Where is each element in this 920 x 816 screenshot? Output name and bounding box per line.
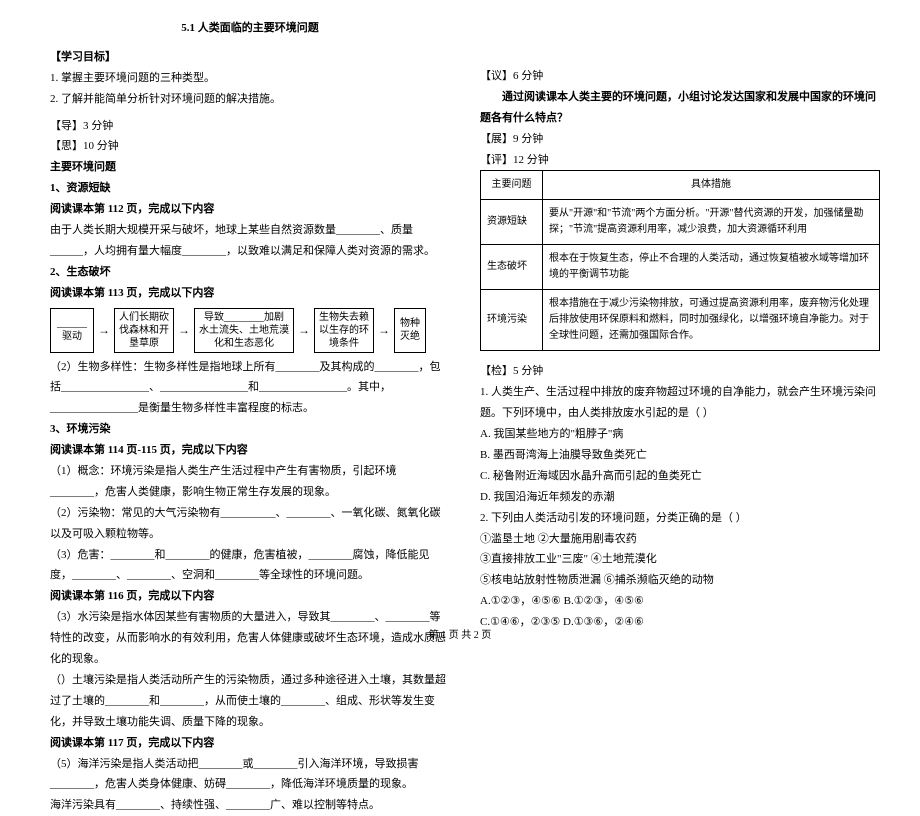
flow-b4c: 境条件 bbox=[319, 337, 369, 350]
q1: 1. 人类生产、生活过程中排放的废弃物超过环境的自净能力，就会产生环境污染问题。… bbox=[480, 382, 880, 424]
flow-b5b: 灭绝 bbox=[399, 330, 421, 343]
q1c: C. 秘鲁附近海域因水晶升高而引起的鱼类死亡 bbox=[480, 466, 880, 487]
flow-box-3: 导致________加剧 水土流失、土地荒漠 化和生态恶化 bbox=[194, 308, 294, 353]
right-column: 【议】6 分钟 通过阅读课本人类主要的环境问题，小组讨论发达国家和发展中国家的环… bbox=[480, 18, 880, 816]
flow-b2c: 垦草原 bbox=[119, 337, 169, 350]
s1-read: 阅读课本第 112 页，完成以下内容 bbox=[50, 199, 450, 220]
s5-read: 阅读课本第 117 页，完成以下内容 bbox=[50, 733, 450, 754]
doc-title: 5.1 人类面临的主要环境问题 bbox=[50, 18, 450, 39]
flow-box-1: ______ 驱动 bbox=[50, 308, 94, 353]
left-column: 5.1 人类面临的主要环境问题 【学习目标】 1. 掌握主要环境问题的三种类型。… bbox=[50, 18, 450, 816]
q1b: B. 墨西哥湾海上油膜导致鱼类死亡 bbox=[480, 445, 880, 466]
flow-b2a: 人们长期砍 bbox=[119, 311, 169, 324]
flow-b5a: 物种 bbox=[399, 317, 421, 330]
flow-b2b: 伐森林和开 bbox=[119, 324, 169, 337]
objectives-header: 【学习目标】 bbox=[50, 47, 450, 68]
r3c1: 环境污染 bbox=[481, 290, 543, 351]
r2c2: 根本在于恢复生态，停止不合理的人类活动，通过恢复植被水域等增加环境的平衡调节功能 bbox=[543, 245, 880, 290]
yi-body: 通过阅读课本人类主要的环境问题，小组讨论发达国家和发展中国家的环境问题各有什么特… bbox=[480, 87, 880, 129]
q2: 2. 下列由人类活动引发的环境问题，分类正确的是（ ） bbox=[480, 508, 880, 529]
flow-b3c: 化和生态恶化 bbox=[199, 337, 289, 350]
arrow-icon: → bbox=[98, 308, 110, 353]
objective-2: 2. 了解并能简单分析针对环境问题的解决措施。 bbox=[50, 89, 450, 110]
th-problem: 主要问题 bbox=[481, 171, 543, 200]
q2o3: ⑤核电站放射性物质泄漏 ⑥捕杀濒临灭绝的动物 bbox=[480, 570, 880, 591]
s1-body: 由于人类长期大规模开采与破坏，地球上某些自然资源数量________、质量___… bbox=[50, 220, 450, 262]
s3-p3: （3）危害：________和________的健康，危害植被，________… bbox=[50, 545, 450, 587]
q2a: A.①②③，④⑤⑥ B.①②③，④⑤⑥ bbox=[480, 591, 880, 612]
flow-b4a: 生物失去赖 bbox=[319, 311, 369, 324]
s5-p2: 海洋污染具有________、持续性强、________广、难以控制等特点。 bbox=[50, 795, 450, 816]
measures-table: 主要问题 具体措施 资源短缺 要从"开源"和"节流"两个方面分析。"开源"替代资… bbox=[480, 170, 880, 351]
s5-p1: （5）海洋污染是指人类活动把________或________引入海洋环境，导致… bbox=[50, 754, 450, 796]
objective-1: 1. 掌握主要环境问题的三种类型。 bbox=[50, 68, 450, 89]
q2o2: ③直接排放工业"三废" ④土地荒漠化 bbox=[480, 549, 880, 570]
main-problems-header: 主要环境问题 bbox=[50, 157, 450, 178]
s1-header: 1、资源短缺 bbox=[50, 178, 450, 199]
tag-zhan: 【展】9 分钟 bbox=[480, 129, 880, 150]
flow-b3b: 水土流失、土地荒漠 bbox=[199, 324, 289, 337]
tag-yi: 【议】6 分钟 bbox=[480, 66, 880, 87]
r2c1: 生态破坏 bbox=[481, 245, 543, 290]
table-row: 生态破坏 根本在于恢复生态，停止不合理的人类活动，通过恢复植被水域等增加环境的平… bbox=[481, 245, 880, 290]
s4-p2: （）土壤污染是指人类活动所产生的污染物质，通过多种途径进入土壤，其数量超过了土壤… bbox=[50, 670, 450, 733]
r3c2: 根本措施在于减少污染物排放，可通过提高资源利用率，废弃物污化处理后排放使用环保原… bbox=[543, 290, 880, 351]
flow-box-2: 人们长期砍 伐森林和开 垦草原 bbox=[114, 308, 174, 353]
s2-p2: （2）生物多样性：生物多样性是指地球上所有________及其构成的______… bbox=[50, 357, 450, 420]
arrow-icon: → bbox=[178, 308, 190, 353]
th-measure: 具体措施 bbox=[543, 171, 880, 200]
tag-jian: 【检】5 分钟 bbox=[480, 361, 880, 382]
tag-si: 【思】10 分钟 bbox=[50, 136, 450, 157]
flow-b4b: 以生存的环 bbox=[319, 324, 369, 337]
page-footer: 第 1 页 共 2 页 bbox=[0, 626, 920, 645]
s2-header: 2、生态破坏 bbox=[50, 262, 450, 283]
s3-header: 3、环境污染 bbox=[50, 419, 450, 440]
q1a: A. 我国某些地方的"粗脖子"病 bbox=[480, 424, 880, 445]
flow-b1b: 驱动 bbox=[55, 330, 89, 343]
table-row: 环境污染 根本措施在于减少污染物排放，可通过提高资源利用率，废弃物污化处理后排放… bbox=[481, 290, 880, 351]
s3-p1: （1）概念：环境污染是指人类生产生活过程中产生有害物质，引起环境________… bbox=[50, 461, 450, 503]
q1d: D. 我国沿海近年频发的赤潮 bbox=[480, 487, 880, 508]
arrow-icon: → bbox=[378, 308, 390, 353]
table-row: 主要问题 具体措施 bbox=[481, 171, 880, 200]
s3-read: 阅读课本第 114 页-115 页，完成以下内容 bbox=[50, 440, 450, 461]
flow-box-5: 物种 灭绝 bbox=[394, 308, 426, 353]
flow-diagram: ______ 驱动 → 人们长期砍 伐森林和开 垦草原 → 导致________… bbox=[50, 308, 450, 353]
s2-read: 阅读课本第 113 页，完成以下内容 bbox=[50, 283, 450, 304]
s3-p2: （2）污染物：常见的大气污染物有__________、________、一氧化碳… bbox=[50, 503, 450, 545]
r1c1: 资源短缺 bbox=[481, 200, 543, 245]
tag-ping: 【评】12 分钟 bbox=[480, 150, 880, 171]
r1c2: 要从"开源"和"节流"两个方面分析。"开源"替代资源的开发，加强储量勘探；"节流… bbox=[543, 200, 880, 245]
flow-box-4: 生物失去赖 以生存的环 境条件 bbox=[314, 308, 374, 353]
s4-read: 阅读课本第 116 页，完成以下内容 bbox=[50, 586, 450, 607]
flow-b1a: ______ bbox=[55, 317, 89, 330]
arrow-icon: → bbox=[298, 308, 310, 353]
q2o1: ①滥垦土地 ②大量施用剧毒农药 bbox=[480, 529, 880, 550]
table-row: 资源短缺 要从"开源"和"节流"两个方面分析。"开源"替代资源的开发，加强储量勘… bbox=[481, 200, 880, 245]
tag-dao: 【导】3 分钟 bbox=[50, 116, 450, 137]
flow-b3a: 导致________加剧 bbox=[199, 311, 289, 324]
